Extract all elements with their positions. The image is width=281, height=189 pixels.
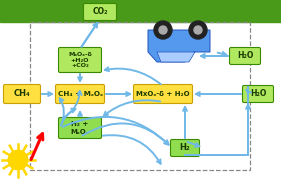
Bar: [0, 0, 281, 13]
Circle shape: [8, 150, 28, 170]
Text: H₂O: H₂O: [237, 51, 253, 60]
Text: H₂O: H₂O: [250, 90, 266, 98]
FancyBboxPatch shape: [56, 84, 105, 104]
FancyBboxPatch shape: [83, 4, 117, 20]
FancyBboxPatch shape: [133, 84, 192, 104]
Text: CO₂: CO₂: [92, 8, 108, 16]
Circle shape: [159, 26, 167, 34]
FancyBboxPatch shape: [171, 139, 200, 156]
Bar: [0, 0, 281, 22]
Text: MₓOₓ-δ
+H₂O
+CO₂: MₓOₓ-δ +H₂O +CO₂: [68, 52, 92, 68]
Text: H₂ +
MₓOₓ: H₂ + MₓOₓ: [71, 122, 89, 135]
FancyBboxPatch shape: [230, 47, 260, 64]
FancyBboxPatch shape: [58, 118, 101, 139]
Bar: [30, 22, 250, 170]
Text: H₂: H₂: [180, 143, 190, 153]
Text: MxOₓ-δ + H₂O: MxOₓ-δ + H₂O: [136, 91, 190, 97]
FancyBboxPatch shape: [3, 84, 40, 104]
Text: CH₄ + MₓOₓ: CH₄ + MₓOₓ: [58, 91, 103, 97]
FancyBboxPatch shape: [243, 85, 273, 102]
Circle shape: [189, 21, 207, 39]
Polygon shape: [148, 30, 210, 62]
Polygon shape: [157, 52, 195, 62]
Circle shape: [154, 21, 172, 39]
Text: CH₄: CH₄: [13, 90, 30, 98]
Circle shape: [194, 26, 202, 34]
FancyBboxPatch shape: [58, 47, 101, 73]
